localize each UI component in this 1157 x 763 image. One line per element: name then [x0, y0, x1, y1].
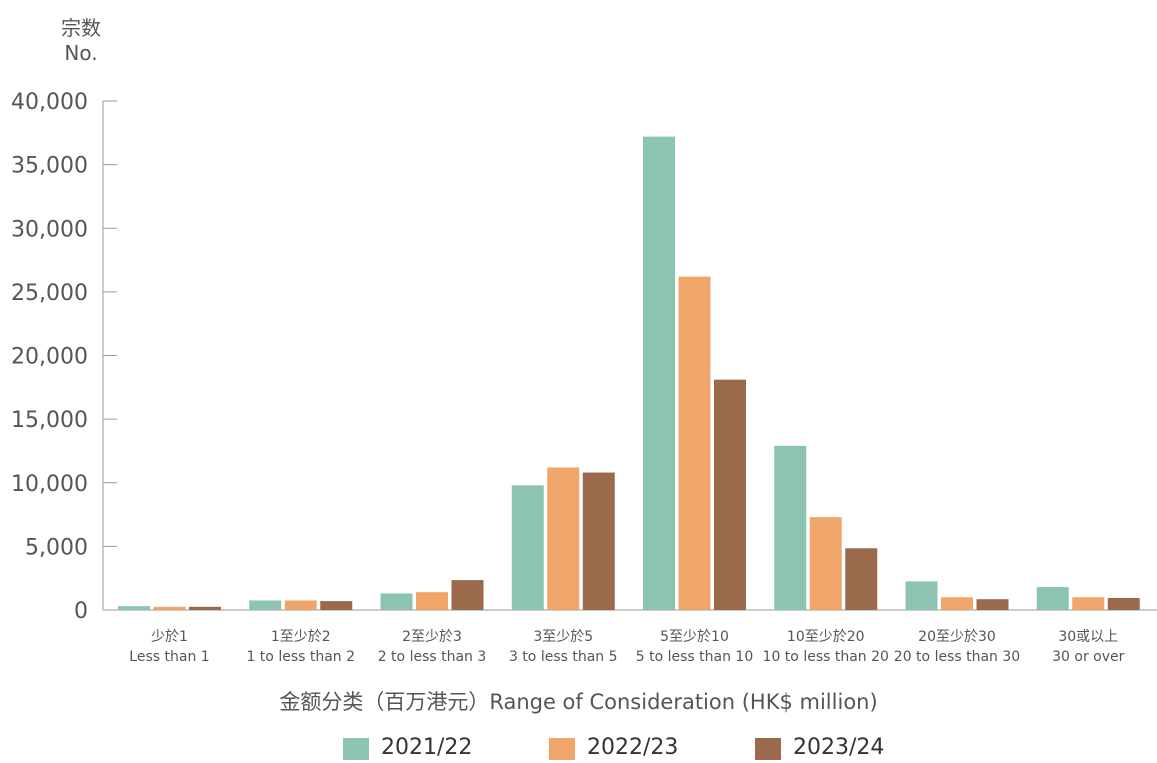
- x-tick-label-cn: 2至少於3: [402, 629, 462, 645]
- x-tick-label-cn: 30或以上: [1058, 629, 1118, 645]
- x-tick-label-cn: 10至少於20: [787, 629, 865, 645]
- y-tick-label: 15,000: [11, 408, 88, 433]
- x-tick-label-en: 30 or over: [1052, 649, 1125, 665]
- y-tick-label: 20,000: [11, 345, 88, 370]
- bar-2023-24: [320, 601, 353, 610]
- legend-label-2021-22: 2021/22: [381, 735, 473, 760]
- y-tick-label: 0: [74, 599, 88, 624]
- bar-2023-24: [582, 472, 615, 610]
- bar-2023-24: [976, 599, 1009, 610]
- bar-2023-24: [845, 548, 878, 610]
- legend-swatch-2023-24: [755, 738, 781, 760]
- bar-2023-24: [1107, 597, 1140, 610]
- x-tick-label-cn: 5至少於10: [660, 629, 729, 645]
- bar-2022-23: [941, 597, 973, 610]
- bar-chart: 0 5,000 10,000 15,000 20,000 25,000 30,000 35,0…: [11, 90, 1157, 665]
- y-axis-label-cn: 宗数: [61, 16, 101, 40]
- x-tick-label-cn: 1至少於2: [271, 629, 331, 645]
- bar-2023-24: [451, 580, 484, 610]
- bar-2021-22: [511, 485, 544, 610]
- x-tick-label-cn: 3至少於5: [533, 629, 593, 645]
- x-tick-label-en: Less than 1: [129, 649, 209, 665]
- bar-2021-22: [249, 600, 282, 610]
- bar-2022-23: [1072, 597, 1105, 610]
- x-axis-title: 金额分类（百万港元）Range of Consideration (HK$ mi…: [279, 690, 878, 714]
- y-axis-label-en: No.: [64, 41, 98, 65]
- legend-label-2023-24: 2023/24: [793, 735, 885, 760]
- bar-2022-23: [678, 276, 711, 610]
- x-tick-label-en: 2 to less than 3: [378, 649, 487, 665]
- y-tick-label: 10,000: [11, 472, 88, 497]
- x-tick-label-cn: 20至少於30: [918, 629, 996, 645]
- bar-2021-22: [905, 581, 938, 610]
- x-tick-label-en: 20 to less than 30: [894, 649, 1020, 665]
- bar-2021-22: [643, 136, 675, 610]
- y-tick-label: 35,000: [11, 154, 88, 179]
- legend: 2021/22 2022/23 2023/24: [0, 733, 1157, 763]
- y-tick-label: 30,000: [11, 217, 88, 242]
- bar-2022-23: [416, 592, 448, 610]
- bar-2023-24: [189, 606, 221, 610]
- y-tick-label: 5,000: [25, 535, 88, 560]
- bar-2022-23: [284, 600, 317, 610]
- bar-2021-22: [380, 593, 413, 610]
- bar-2021-22: [118, 606, 150, 610]
- bar-2022-23: [547, 467, 580, 610]
- x-tick-label-cn: 少於1: [151, 629, 188, 645]
- legend-swatch-2021-22: [343, 738, 369, 760]
- y-tick-label: 25,000: [11, 281, 88, 306]
- bar-2023-24: [714, 379, 746, 610]
- bar-2021-22: [774, 445, 807, 610]
- bar-2022-23: [153, 606, 186, 610]
- legend-label-2022-23: 2022/23: [587, 735, 679, 760]
- bar-2022-23: [809, 517, 842, 610]
- legend-swatch-2022-23: [549, 738, 575, 760]
- x-tick-label-en: 1 to less than 2: [246, 649, 355, 665]
- x-tick-label-en: 10 to less than 20: [763, 649, 889, 665]
- x-tick-label-en: 3 to less than 5: [509, 649, 618, 665]
- x-tick-label-en: 5 to less than 10: [636, 649, 753, 665]
- y-tick-label: 40,000: [11, 90, 88, 115]
- bar-2021-22: [1036, 587, 1069, 610]
